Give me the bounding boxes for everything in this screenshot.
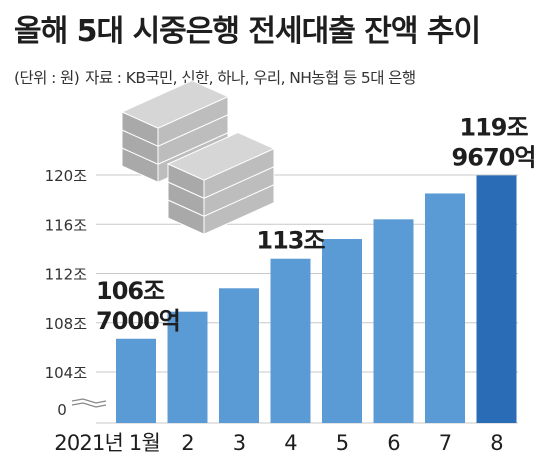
x-tick-label: 4 <box>284 431 297 455</box>
bar <box>219 288 259 423</box>
y-tick-label: 116조 <box>45 216 88 234</box>
x-tick-label: 8 <box>490 431 503 455</box>
y-tick-label: 108조 <box>45 315 88 333</box>
bar <box>116 338 156 423</box>
bill-stack <box>166 131 276 199</box>
x-tick-label: 7 <box>439 431 452 455</box>
x-tick-label: 3 <box>233 431 246 455</box>
x-tick-label: 2 <box>181 431 194 455</box>
data-label: 7000억 <box>96 307 180 335</box>
source-label: 자료 : KB국민, 신한, 하나, 우리, NH농협 등 5대 은행 <box>85 69 416 87</box>
x-tick-label: 6 <box>387 431 400 455</box>
y-tick-label: 104조 <box>45 364 88 382</box>
data-label: 9670억 <box>452 143 536 171</box>
unit-label: (단위 : 원) <box>14 69 80 87</box>
data-label: 119조 <box>459 113 528 141</box>
bill-stack <box>120 79 230 147</box>
data-label: 113조 <box>256 227 325 255</box>
bar <box>167 311 208 423</box>
bar <box>270 258 311 423</box>
x-tick-label: 5 <box>336 431 349 455</box>
bar <box>322 239 362 423</box>
axis-break-marker <box>71 402 107 408</box>
chart-subtitle: (단위 : 원) 자료 : KB국민, 신한, 하나, 우리, NH농협 등 5대… <box>14 66 416 88</box>
data-label: 106조 <box>96 277 165 305</box>
y-tick-label: 0 <box>57 401 67 419</box>
x-tick-label: 2021년 1월 <box>54 431 160 455</box>
axis-break-marker <box>71 398 107 404</box>
y-tick-label: 112조 <box>45 266 88 284</box>
chart-title: 올해 5대 시중은행 전세대출 잔액 추이 <box>14 14 481 49</box>
bar <box>425 193 465 423</box>
bar <box>476 175 517 423</box>
y-tick-label: 120조 <box>45 167 88 185</box>
bill-side <box>203 147 275 199</box>
bar <box>373 219 414 423</box>
bill-side <box>157 95 229 147</box>
stacked-bills-icon <box>120 79 276 235</box>
